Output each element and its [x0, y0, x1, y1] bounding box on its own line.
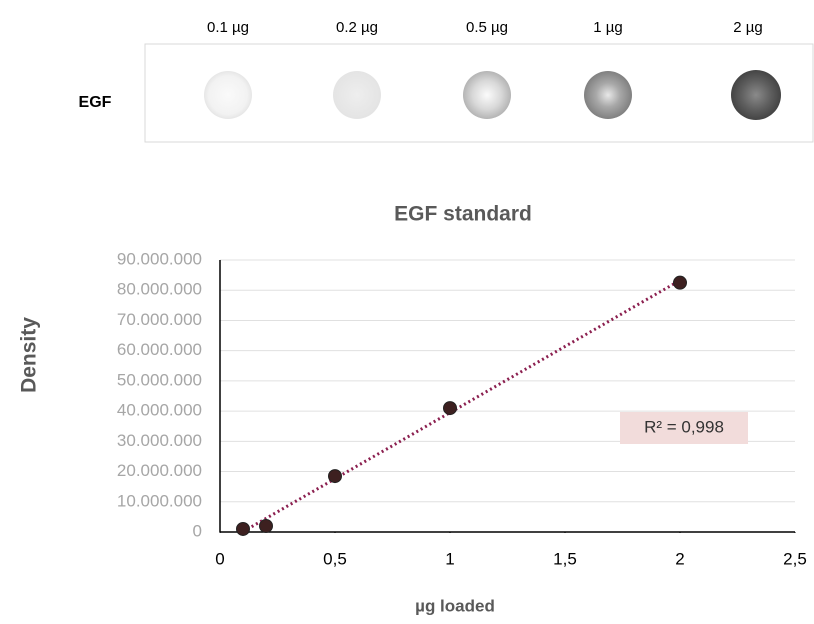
page: {"blot": {"row_label": "EGF", "lanes": […: [0, 0, 814, 624]
y-tick-label: 70.000.000: [117, 310, 202, 329]
lane-label: 2 µg: [733, 19, 763, 36]
annotation: R² = 0,998: [644, 417, 724, 436]
figure: EGF 0.1 µg 0.2 µg 0.5 µg 1 µg 2 µg EGF s…: [0, 0, 814, 624]
blot-spot: [463, 71, 511, 119]
data-point: [329, 470, 342, 483]
x-tick-label: 0: [215, 549, 224, 568]
lane-label: 1 µg: [593, 19, 623, 36]
x-tick-label: 2: [675, 549, 684, 568]
x-tick-label: 1,5: [553, 549, 577, 568]
blot-spot: [731, 70, 781, 120]
lane-label: 0.1 µg: [207, 19, 249, 36]
x-tick-label: 1: [445, 549, 454, 568]
y-tick-label: 20.000.000: [117, 461, 202, 480]
y-tick-label: 90.000.000: [117, 249, 202, 268]
y-axis-label: Density: [18, 317, 41, 393]
data-point: [237, 522, 250, 535]
data-point: [444, 402, 457, 415]
x-axis-label: µg loaded: [415, 596, 495, 615]
lane-label: 0.2 µg: [336, 19, 378, 36]
y-tick-label: 40.000.000: [117, 401, 202, 420]
y-tick-label: 80.000.000: [117, 280, 202, 299]
y-tick-label: 60.000.000: [117, 340, 202, 359]
y-tick-label: 30.000.000: [117, 431, 202, 450]
blot-spot: [584, 71, 632, 119]
y-tick-label: 50.000.000: [117, 370, 202, 389]
x-tick-label: 2,5: [783, 549, 807, 568]
x-tick-label: 0,5: [323, 549, 347, 568]
blot-row-label: EGF: [79, 94, 112, 111]
trendline: [243, 280, 680, 531]
chart-title: EGF standard: [394, 203, 532, 226]
lane-label: 0.5 µg: [466, 19, 508, 36]
blot-spot: [333, 71, 381, 119]
data-point: [674, 276, 687, 289]
blot-spot: [204, 71, 252, 119]
y-tick-label: 10.000.000: [117, 491, 202, 510]
y-tick-label: 0: [193, 521, 202, 540]
data-point: [260, 519, 273, 532]
